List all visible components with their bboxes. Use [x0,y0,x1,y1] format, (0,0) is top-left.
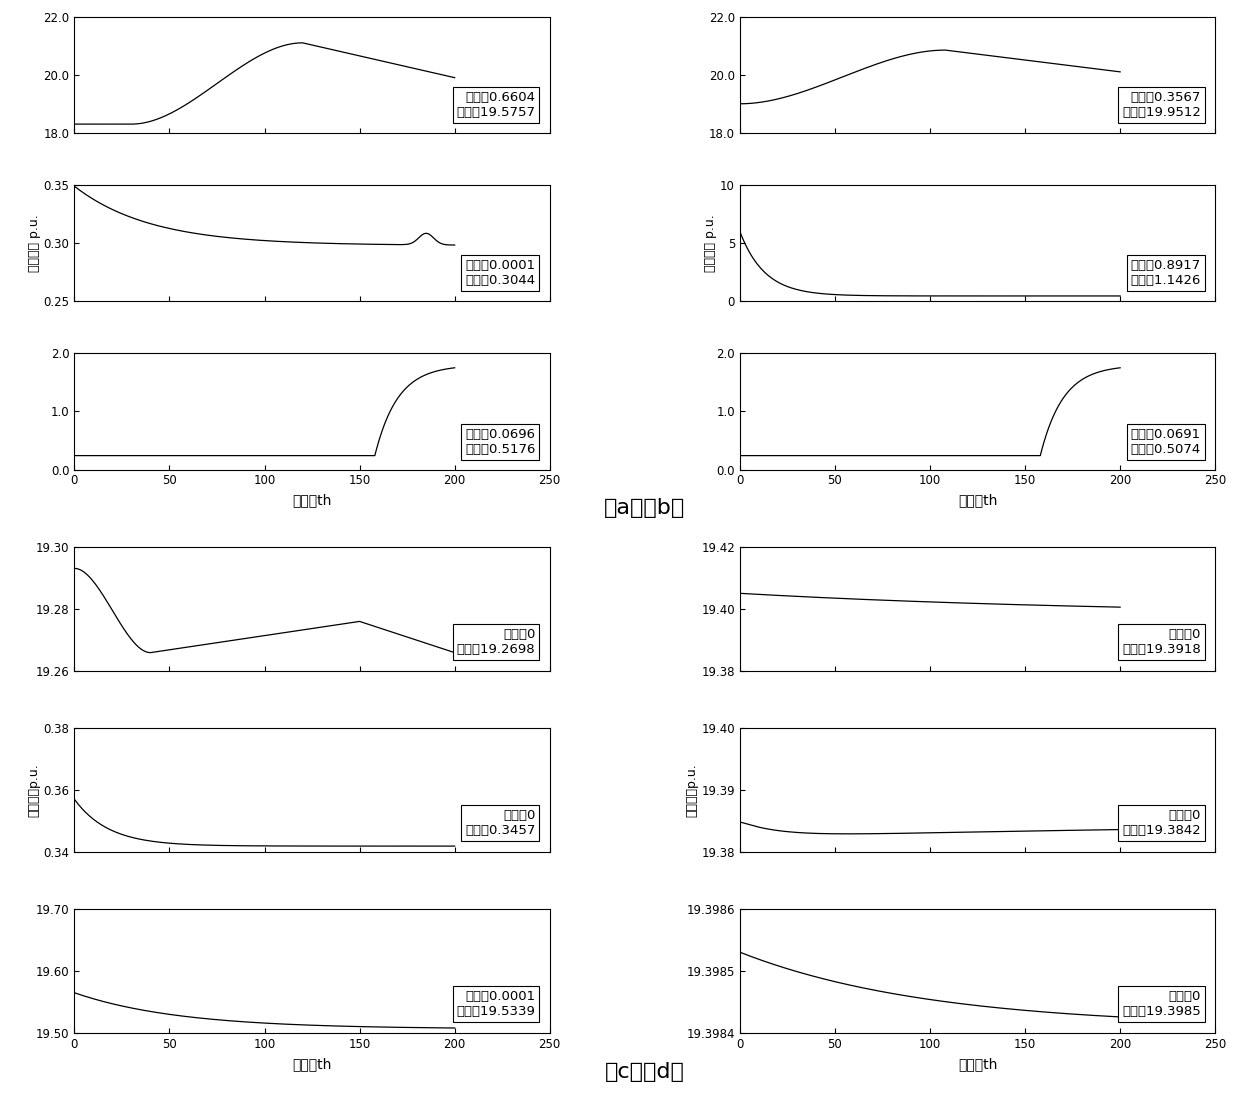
Text: 方差：0
均値：19.3842: 方差：0 均値：19.3842 [1122,810,1200,838]
Text: 方差：0.0696
均値：0.5176: 方差：0.0696 均値：0.5176 [465,428,536,456]
Text: 方差：0.0001
均値：19.5339: 方差：0.0001 均値：19.5339 [456,990,536,1018]
X-axis label: 采样点th: 采样点th [293,1057,332,1071]
X-axis label: 采样点th: 采样点th [957,494,997,507]
Text: （c）（d）: （c）（d） [605,1062,684,1082]
Text: 方差：0.0001
均値：0.3044: 方差：0.0001 均値：0.3044 [465,260,536,287]
Text: 方差：0
均値：19.2698: 方差：0 均値：19.2698 [456,628,536,656]
Text: 方差：0.8917
均値：1.1426: 方差：0.8917 均値：1.1426 [1131,260,1200,287]
Y-axis label: 励磁阻抗p.u.: 励磁阻抗p.u. [27,763,41,817]
X-axis label: 采样点th: 采样点th [957,1057,997,1071]
Text: （a）（b）: （a）（b） [604,498,686,518]
Text: 方差：0
均値：0.3457: 方差：0 均値：0.3457 [465,810,536,838]
Y-axis label: 励磁阻抗 p.u.: 励磁阻抗 p.u. [704,214,718,272]
Text: 方差：0.0691
均値：0.5074: 方差：0.0691 均値：0.5074 [1131,428,1200,456]
Text: 方差：0.3567
均値：19.9512: 方差：0.3567 均値：19.9512 [1122,91,1200,119]
X-axis label: 采样点th: 采样点th [293,494,332,507]
Text: 方差：0.6604
均値：19.5757: 方差：0.6604 均値：19.5757 [456,91,536,119]
Text: 方差：0
均値：19.3918: 方差：0 均値：19.3918 [1122,628,1200,656]
Y-axis label: 励磁阻抗 p.u.: 励磁阻抗 p.u. [27,214,41,272]
Text: 方差：0
均値：19.3985: 方差：0 均値：19.3985 [1122,990,1200,1018]
Y-axis label: 励磁阻抗p.u.: 励磁阻抗p.u. [686,763,698,817]
